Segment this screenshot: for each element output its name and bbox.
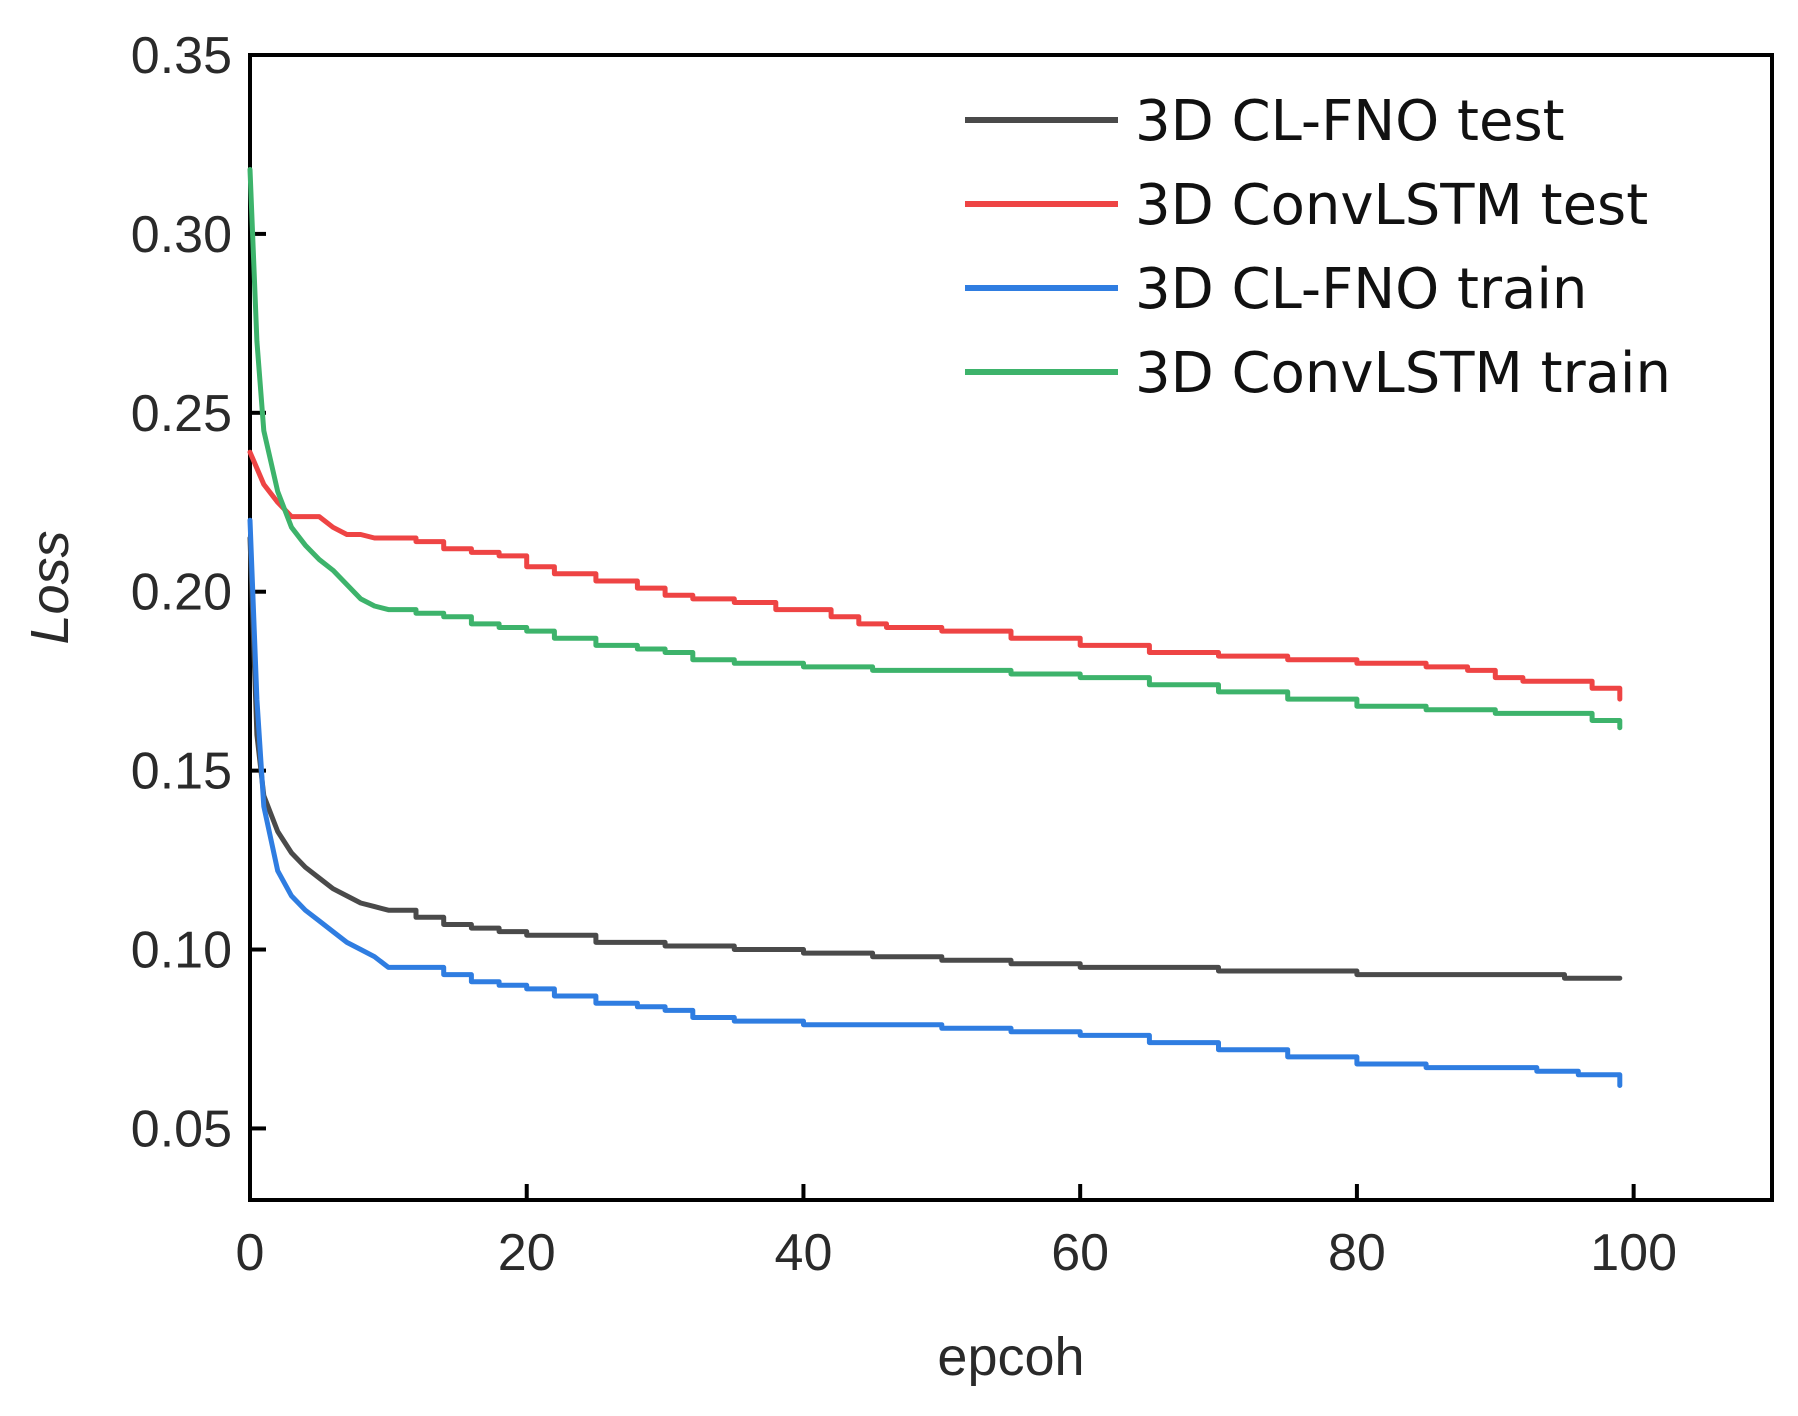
legend-label-2: 3D ConvLSTM test <box>1135 173 1648 238</box>
series-line-1 <box>247 535 1623 981</box>
x-tick-label: 0 <box>236 1224 265 1282</box>
x-axis-label: epcoh <box>937 1327 1084 1387</box>
legend: 3D CL-FNO test 3D ConvLSTM test 3D CL-FNO … <box>965 89 1671 406</box>
series-line-2 <box>247 449 1623 702</box>
y-axis-ticks: 0.05 0.10 0.15 0.20 0.25 0.30 0.35 <box>131 27 266 1158</box>
series-lines <box>247 167 1623 1088</box>
series-line-3 <box>247 517 1623 1088</box>
legend-label-3: 3D CL-FNO train <box>1135 257 1587 322</box>
y-tick-label: 0.25 <box>131 385 232 443</box>
series-line-4 <box>247 167 1623 731</box>
legend-label-1: 3D CL-FNO test <box>1135 89 1565 154</box>
x-axis-ticks: 0 20 40 60 80 100 <box>236 1184 1677 1282</box>
y-tick-label: 0.15 <box>131 743 232 801</box>
x-tick-label: 60 <box>1051 1224 1109 1282</box>
y-tick-label: 0.35 <box>131 27 232 85</box>
y-tick-label: 0.05 <box>131 1100 232 1158</box>
y-axis-label: Loss <box>20 530 80 644</box>
y-tick-label: 0.20 <box>131 564 232 622</box>
x-tick-label: 100 <box>1590 1224 1677 1282</box>
plot-frame <box>248 53 1774 1202</box>
x-tick-label: 80 <box>1328 1224 1386 1282</box>
y-tick-label: 0.10 <box>131 922 232 980</box>
y-tick-label: 0.30 <box>131 206 232 264</box>
legend-label-4: 3D ConvLSTM train <box>1135 341 1671 406</box>
x-tick-label: 40 <box>775 1224 833 1282</box>
x-tick-label: 20 <box>498 1224 556 1282</box>
